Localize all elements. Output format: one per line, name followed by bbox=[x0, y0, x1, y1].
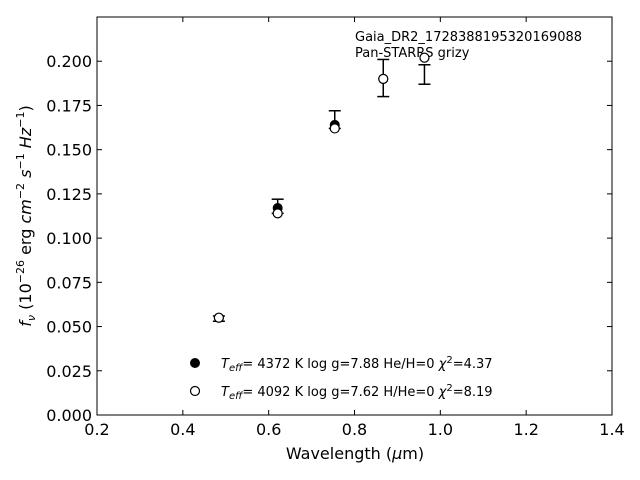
y-tick-label: 0.025 bbox=[46, 362, 92, 381]
y-tick-label: 0.200 bbox=[46, 52, 92, 71]
survey-annotation: Pan-STARRS grizy bbox=[355, 46, 470, 61]
x-tick-label: 0.4 bbox=[170, 420, 195, 439]
y-tick-label: 0.100 bbox=[46, 229, 92, 248]
x-axis-label: Wavelength (μm) bbox=[286, 444, 424, 463]
x-axis-ticks: 0.2 0.4 0.6 0.8 1.0 1.2 1.4 bbox=[84, 17, 625, 439]
y-tick-label: 0.150 bbox=[46, 141, 92, 160]
legend-marker-open bbox=[189, 385, 201, 397]
model-point-open bbox=[378, 73, 389, 85]
model-point-open bbox=[329, 123, 340, 134]
y-tick-label: 0.050 bbox=[46, 318, 92, 337]
legend-teff-1: 4372 K bbox=[257, 357, 303, 372]
legend-marker-filled bbox=[190, 358, 200, 368]
y-tick-label: 0.175 bbox=[46, 96, 92, 115]
x-tick-label: 1.4 bbox=[599, 420, 624, 439]
model-point-open bbox=[213, 312, 224, 323]
legend-params-1: log g=7.88 He/H=0 bbox=[307, 357, 434, 372]
x-tick-label: 1.2 bbox=[513, 420, 538, 439]
x-tick-label: 0.6 bbox=[256, 420, 281, 439]
model-series-open bbox=[213, 52, 430, 323]
model-point-open bbox=[272, 208, 283, 219]
x-tick-label: 0.2 bbox=[84, 420, 109, 439]
x-tick-label: 0.8 bbox=[342, 420, 367, 439]
legend-params-2: log g=7.62 H/He=0 bbox=[307, 385, 434, 400]
svg-text:Teff= 4372 K log g=7.88 He/: Teff= 4372 K log g=7.88 He/H=0 χ2=4.37 bbox=[221, 355, 493, 374]
svg-text:Teff= 4092 K log g=7.62 H/H: Teff= 4092 K log g=7.62 H/He=0 χ2=8.19 bbox=[221, 383, 493, 402]
y-tick-label: 0.000 bbox=[46, 406, 92, 425]
y-tick-label: 0.125 bbox=[46, 185, 92, 204]
legend-entry-1: Teff= 4372 K log g=7.88 He/H=0 χ2=4.37 bbox=[190, 355, 493, 374]
legend-entry-2: Teff= 4092 K log g=7.62 H/He=0 χ2=8.19 bbox=[189, 383, 493, 402]
legend-chi2-2: =8.19 bbox=[453, 385, 493, 400]
legend-chi2-1: =4.37 bbox=[453, 357, 493, 372]
model-point-open bbox=[419, 52, 430, 63]
x-tick-label: 1.0 bbox=[428, 420, 453, 439]
y-axis-label: fν (10−26 erg cm−2 s−1 Hz−1) bbox=[14, 105, 38, 326]
plot-area bbox=[96, 16, 613, 416]
y-tick-label: 0.075 bbox=[46, 273, 92, 292]
legend: Teff= 4372 K log g=7.88 He/H=0 χ2=4.37 T… bbox=[189, 355, 493, 402]
legend-teff-2: 4092 K bbox=[257, 385, 303, 400]
y-axis-ticks: 0.000 0.025 0.050 0.075 0.100 0.125 0.150 0.175… bbox=[46, 52, 612, 425]
star-id-annotation: Gaia_DR2_1728388195320169088 bbox=[355, 30, 582, 45]
